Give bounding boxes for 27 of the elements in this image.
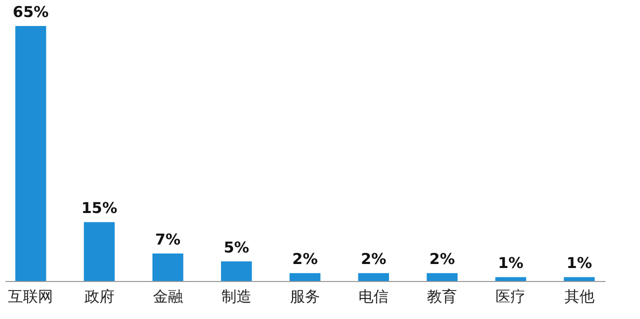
data-label: 5% — [224, 238, 250, 256]
bar — [290, 273, 320, 281]
data-label: 1% — [566, 254, 592, 272]
bar — [495, 277, 526, 281]
data-label: 65% — [12, 3, 49, 21]
x-tick-label: 医疗 — [496, 288, 526, 306]
bar — [84, 222, 115, 281]
data-label: 2% — [292, 250, 318, 268]
data-label: 2% — [360, 250, 386, 268]
x-tick-label: 制造 — [221, 288, 252, 306]
data-label: 1% — [498, 254, 524, 272]
data-label: 7% — [155, 230, 181, 249]
bar — [221, 261, 252, 281]
bar — [15, 26, 46, 281]
bar — [426, 273, 458, 281]
bar — [564, 277, 595, 281]
bar — [152, 254, 184, 281]
data-label: 2% — [429, 250, 455, 268]
bar — [358, 273, 389, 281]
data-label: 15% — [81, 199, 118, 218]
x-tick-label: 其他 — [564, 288, 594, 306]
x-tick-label: 互联网 — [8, 288, 54, 306]
x-tick-label: 服务 — [290, 288, 320, 306]
x-tick-label: 电信 — [358, 288, 389, 306]
x-tick-label: 政府 — [84, 288, 114, 306]
x-tick-label: 教育 — [427, 288, 458, 306]
x-tick-label: 金融 — [152, 288, 183, 306]
